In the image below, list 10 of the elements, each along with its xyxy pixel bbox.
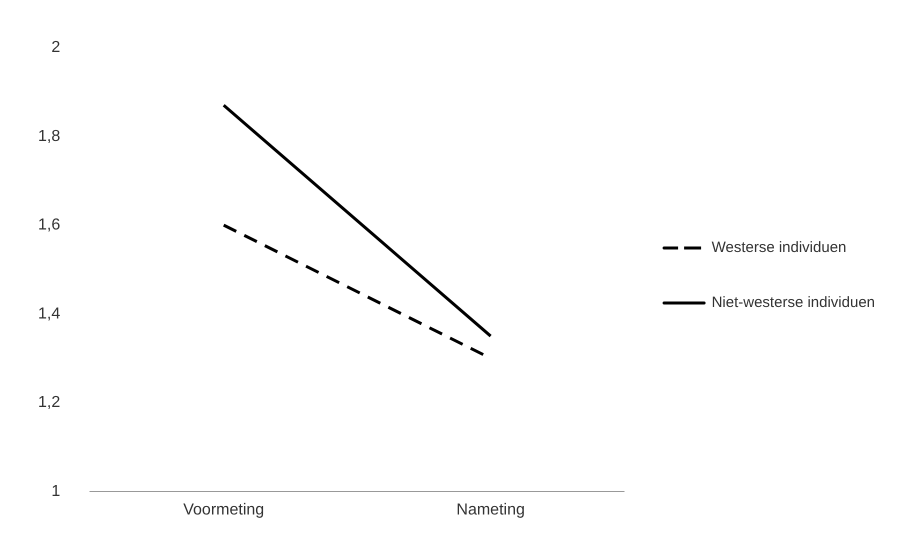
y-tick-label: 1,8 xyxy=(38,128,60,145)
y-tick-label: 1,6 xyxy=(38,216,60,234)
y-tick-label: 1,4 xyxy=(38,305,60,322)
legend-label: Westerse individuen xyxy=(712,239,846,256)
x-tick-label: Voormeting xyxy=(183,501,264,518)
y-tick-label: 1,2 xyxy=(38,394,60,412)
y-tick-label: 1 xyxy=(51,482,60,500)
legend-label: Niet-westerse individuen xyxy=(712,294,876,312)
y-tick-label: 2 xyxy=(51,39,60,56)
x-tick-label: Nameting xyxy=(456,501,525,518)
